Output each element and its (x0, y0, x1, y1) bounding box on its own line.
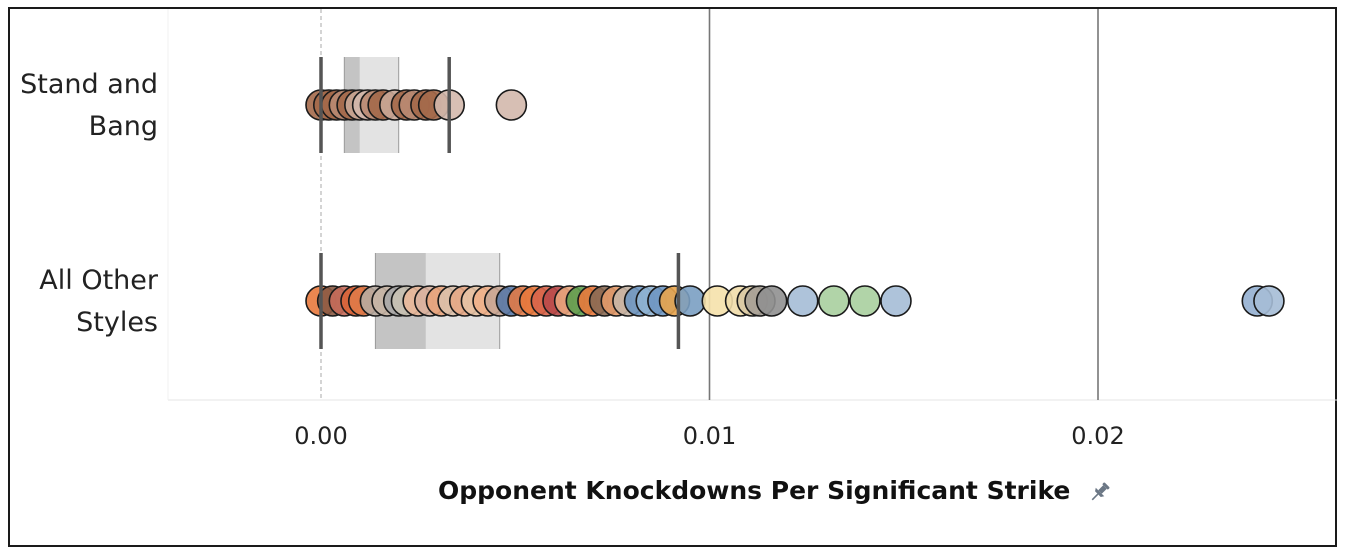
category-label-line: Bang (88, 111, 158, 142)
data-point (849, 285, 881, 317)
x-axis-title-text: Opponent Knockdowns Per Significant Stri… (438, 476, 1071, 505)
x-tick-label: 0.02 (1071, 422, 1124, 450)
x-axis-title: Opponent Knockdowns Per Significant Stri… (438, 476, 1113, 505)
chart-frame (8, 7, 1337, 547)
pin-icon[interactable] (1087, 479, 1113, 505)
data-point (495, 89, 528, 121)
x-tick-label: 0.01 (683, 422, 736, 450)
category-label-stand-and-bang: Stand and Bang (0, 64, 158, 148)
category-label-line: All Other (39, 265, 158, 296)
data-point (880, 285, 912, 317)
x-tick-label: 0.00 (294, 422, 347, 450)
data-point (818, 285, 850, 317)
category-label-line: Stand and (20, 69, 158, 100)
data-point (786, 285, 819, 317)
data-point (755, 285, 788, 317)
data-point (1253, 285, 1285, 317)
category-label-all-other-styles: All Other Styles (0, 260, 158, 344)
category-label-line: Styles (76, 307, 158, 338)
